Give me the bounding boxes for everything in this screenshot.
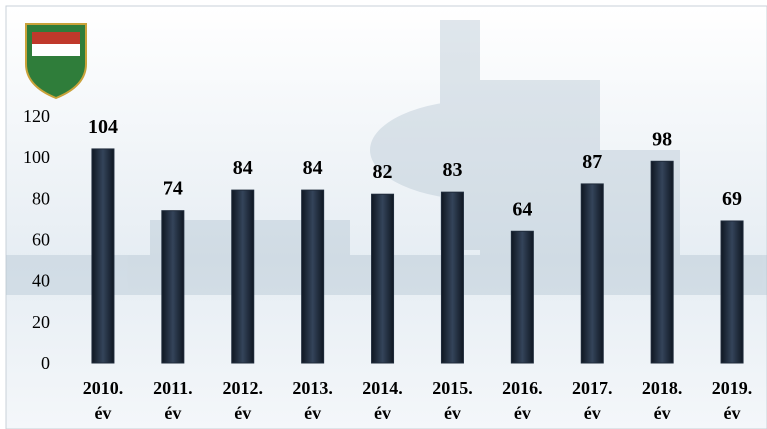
x-tick-label: 2019. év bbox=[711, 378, 753, 423]
x-tick-label: 2010. év bbox=[82, 378, 124, 423]
bar bbox=[510, 230, 534, 364]
value-label: 104 bbox=[88, 116, 118, 138]
x-tick-label: 2015. év bbox=[432, 378, 473, 423]
value-label: 98 bbox=[652, 128, 672, 150]
y-tick-label: 60 bbox=[32, 230, 50, 250]
x-tick-label: 2012. év bbox=[222, 378, 264, 423]
x-tick-label: 2018. év bbox=[641, 378, 683, 423]
x-tick-label: 2016. év bbox=[502, 378, 543, 423]
y-tick-label: 80 bbox=[32, 188, 50, 208]
y-tick-label: 120 bbox=[23, 106, 50, 126]
bar bbox=[720, 220, 744, 364]
y-tick-label: 0 bbox=[41, 353, 50, 373]
value-label: 64 bbox=[512, 198, 532, 220]
logo bbox=[25, 23, 87, 100]
y-tick-label: 100 bbox=[23, 147, 50, 167]
bar bbox=[440, 191, 464, 364]
value-label: 84 bbox=[303, 157, 323, 179]
value-label: 84 bbox=[233, 157, 253, 179]
value-label: 87 bbox=[582, 151, 602, 173]
y-tick-label: 40 bbox=[32, 271, 50, 291]
bar bbox=[371, 193, 395, 364]
value-label: 74 bbox=[163, 178, 183, 200]
value-label: 82 bbox=[373, 161, 393, 183]
bar bbox=[161, 210, 185, 364]
bar bbox=[231, 189, 255, 364]
y-tick-label: 20 bbox=[32, 312, 50, 332]
x-tick-label: 2011. év bbox=[153, 378, 193, 423]
value-label: 69 bbox=[722, 188, 742, 210]
x-tick-label: 2013. év bbox=[292, 378, 333, 423]
bar bbox=[650, 160, 674, 364]
value-label: 83 bbox=[442, 159, 462, 181]
x-tick-label: 2017. év bbox=[572, 378, 613, 423]
bar bbox=[580, 183, 604, 364]
x-tick-label: 2014. év bbox=[362, 378, 403, 423]
bar bbox=[91, 148, 115, 364]
bar bbox=[301, 189, 325, 364]
